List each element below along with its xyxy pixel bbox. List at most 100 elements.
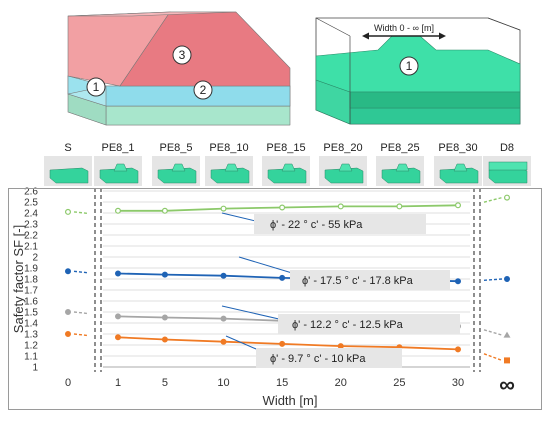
series-point-1 xyxy=(220,272,227,279)
case-thumbnail-block-PE8_30 xyxy=(439,167,479,184)
case-thumbnail-bump-PE8_1 xyxy=(113,163,128,172)
x-tick-label: 10 xyxy=(217,377,229,389)
x-tick-label: 1 xyxy=(115,377,121,389)
series-label-0: ϕ' - 22 ° c' - 55 kPa xyxy=(270,219,363,231)
y-tick-label: 1.9 xyxy=(24,264,38,275)
series-point-3 xyxy=(161,336,168,343)
case-thumbnail-block-PE8_10 xyxy=(210,167,250,184)
x-tick-label: 0 xyxy=(65,377,71,389)
case-thumbnail-bump-PE8_5 xyxy=(171,163,186,172)
case-thumbnail-block-PE8_25 xyxy=(381,167,421,184)
case-label-PE8_5: PE8_5 xyxy=(159,142,192,154)
right-label-1-circle xyxy=(399,56,419,76)
x-tick-label-infinity: ∞ xyxy=(499,372,515,397)
series-point-infinity-1 xyxy=(504,276,511,283)
series-callout-box-1 xyxy=(290,270,450,290)
case-label-PE8_30: PE8_30 xyxy=(438,142,477,154)
y-tick-label: 1.3 xyxy=(24,330,38,341)
series-dash-infinity-2 xyxy=(483,329,503,336)
series-point-zero-0 xyxy=(64,208,71,215)
series-label-2: ϕ' - 12.2 ° c' - 12.5 kPa xyxy=(292,319,404,331)
series-point-0 xyxy=(396,203,403,210)
series-point-2 xyxy=(161,314,168,321)
case-label-PE8_15: PE8_15 xyxy=(266,142,305,154)
x-axis-label: Width [m] xyxy=(263,393,318,408)
case-thumbnail-bump-PE8_15 xyxy=(281,163,296,172)
label-3-circle xyxy=(172,45,192,65)
case-label-PE8_25: PE8_25 xyxy=(380,142,419,154)
series-point-1 xyxy=(279,274,286,281)
series-label-3: ϕ' - 9.7 ° c' - 10 kPa xyxy=(270,353,366,365)
series-point-3 xyxy=(455,346,462,353)
case-thumbnail-bump-PE8_20 xyxy=(338,163,353,172)
case-thumbnail-bump-PE8_30 xyxy=(453,163,468,172)
series-point-0 xyxy=(337,203,344,210)
series-dash-infinity-3 xyxy=(483,353,503,362)
series-dash-infinity-0 xyxy=(483,196,503,203)
series-point-3 xyxy=(114,334,121,341)
series-point-infinity-0 xyxy=(504,194,511,201)
case-thumbnail-top-D8 xyxy=(488,161,528,171)
series-point-1 xyxy=(161,271,168,278)
series-point-infinity-3 xyxy=(504,357,510,364)
series-point-0 xyxy=(455,202,462,209)
series-label-1: ϕ' - 17.5 ° c' - 17.8 kPa xyxy=(302,275,414,287)
series-dash-zero-2 xyxy=(73,311,89,315)
chart-frame xyxy=(8,188,542,410)
case-thumbnails: S PE8_1 PE8_5 PE8_10 PE8_15 PE8_20 PE8_25 PE8_3… xyxy=(44,142,531,186)
width-label: Width 0 - ∞ [m] xyxy=(374,23,434,33)
series-point-infinity-2 xyxy=(503,331,511,338)
series-dash-zero-3 xyxy=(73,333,89,337)
label-2-circle xyxy=(193,80,213,100)
y-axis-label: Safety factor SF [-] xyxy=(11,225,26,333)
safety-factor-chart: 11.11.21.31.41.51.61.71.81.922.12.22.32.… xyxy=(11,187,515,409)
series-point-3 xyxy=(279,340,286,347)
y-tick-label: 1.2 xyxy=(24,341,38,352)
series-dash-infinity-1 xyxy=(483,278,503,282)
series-point-0 xyxy=(220,205,227,212)
case-thumbnail-block-PE8_5 xyxy=(157,167,197,184)
y-tick-label: 1.6 xyxy=(24,297,38,308)
x-tick-label: 30 xyxy=(452,377,464,389)
y-tick-label: 2 xyxy=(32,253,38,264)
series-point-zero-2 xyxy=(64,309,71,316)
series-point-0 xyxy=(279,204,286,211)
label-2: 2 xyxy=(200,83,207,97)
y-tick-label: 1.4 xyxy=(24,319,38,330)
y-tick-label: 1.7 xyxy=(24,286,38,297)
x-tick-label: 20 xyxy=(335,377,347,389)
y-tick-label: 2.3 xyxy=(24,220,38,231)
y-tick-label: 2.4 xyxy=(24,209,38,220)
y-tick-label: 2.5 xyxy=(24,198,38,209)
x-tick-label: 15 xyxy=(276,377,288,389)
series-callout-box-2 xyxy=(278,314,460,334)
label-1: 1 xyxy=(93,80,100,94)
case-label-PE8_20: PE8_20 xyxy=(323,142,362,154)
case-thumbnail-block-PE8_20 xyxy=(324,167,364,184)
series-point-3 xyxy=(220,338,227,345)
series-point-zero-3 xyxy=(64,331,71,338)
series-callout-box-0 xyxy=(254,214,426,234)
series-point-2 xyxy=(220,315,227,322)
y-tick-label: 2.6 xyxy=(24,187,38,198)
series-point-0 xyxy=(161,207,168,214)
series-dash-zero-1 xyxy=(73,270,89,274)
label-3: 3 xyxy=(179,48,186,62)
y-tick-label: 2.1 xyxy=(24,242,38,253)
right-embankment-illustration: Width 0 - ∞ [m] 1 xyxy=(315,17,521,125)
y-tick-label: 1.8 xyxy=(24,275,38,286)
y-tick-label: 2.2 xyxy=(24,231,38,242)
series-dash-zero-0 xyxy=(73,211,89,215)
series-point-1 xyxy=(114,270,121,277)
y-tick-label: 1.5 xyxy=(24,308,38,319)
right-label-1: 1 xyxy=(406,59,413,73)
width-arrow-left-head xyxy=(362,32,369,40)
case-label-PE8_1: PE8_1 xyxy=(101,142,134,154)
case-label-D8: D8 xyxy=(500,142,514,154)
x-tick-label: 25 xyxy=(393,377,405,389)
label-1-circle xyxy=(86,77,106,97)
case-label-PE8_10: PE8_10 xyxy=(209,142,248,154)
y-tick-label: 1.1 xyxy=(24,352,38,363)
